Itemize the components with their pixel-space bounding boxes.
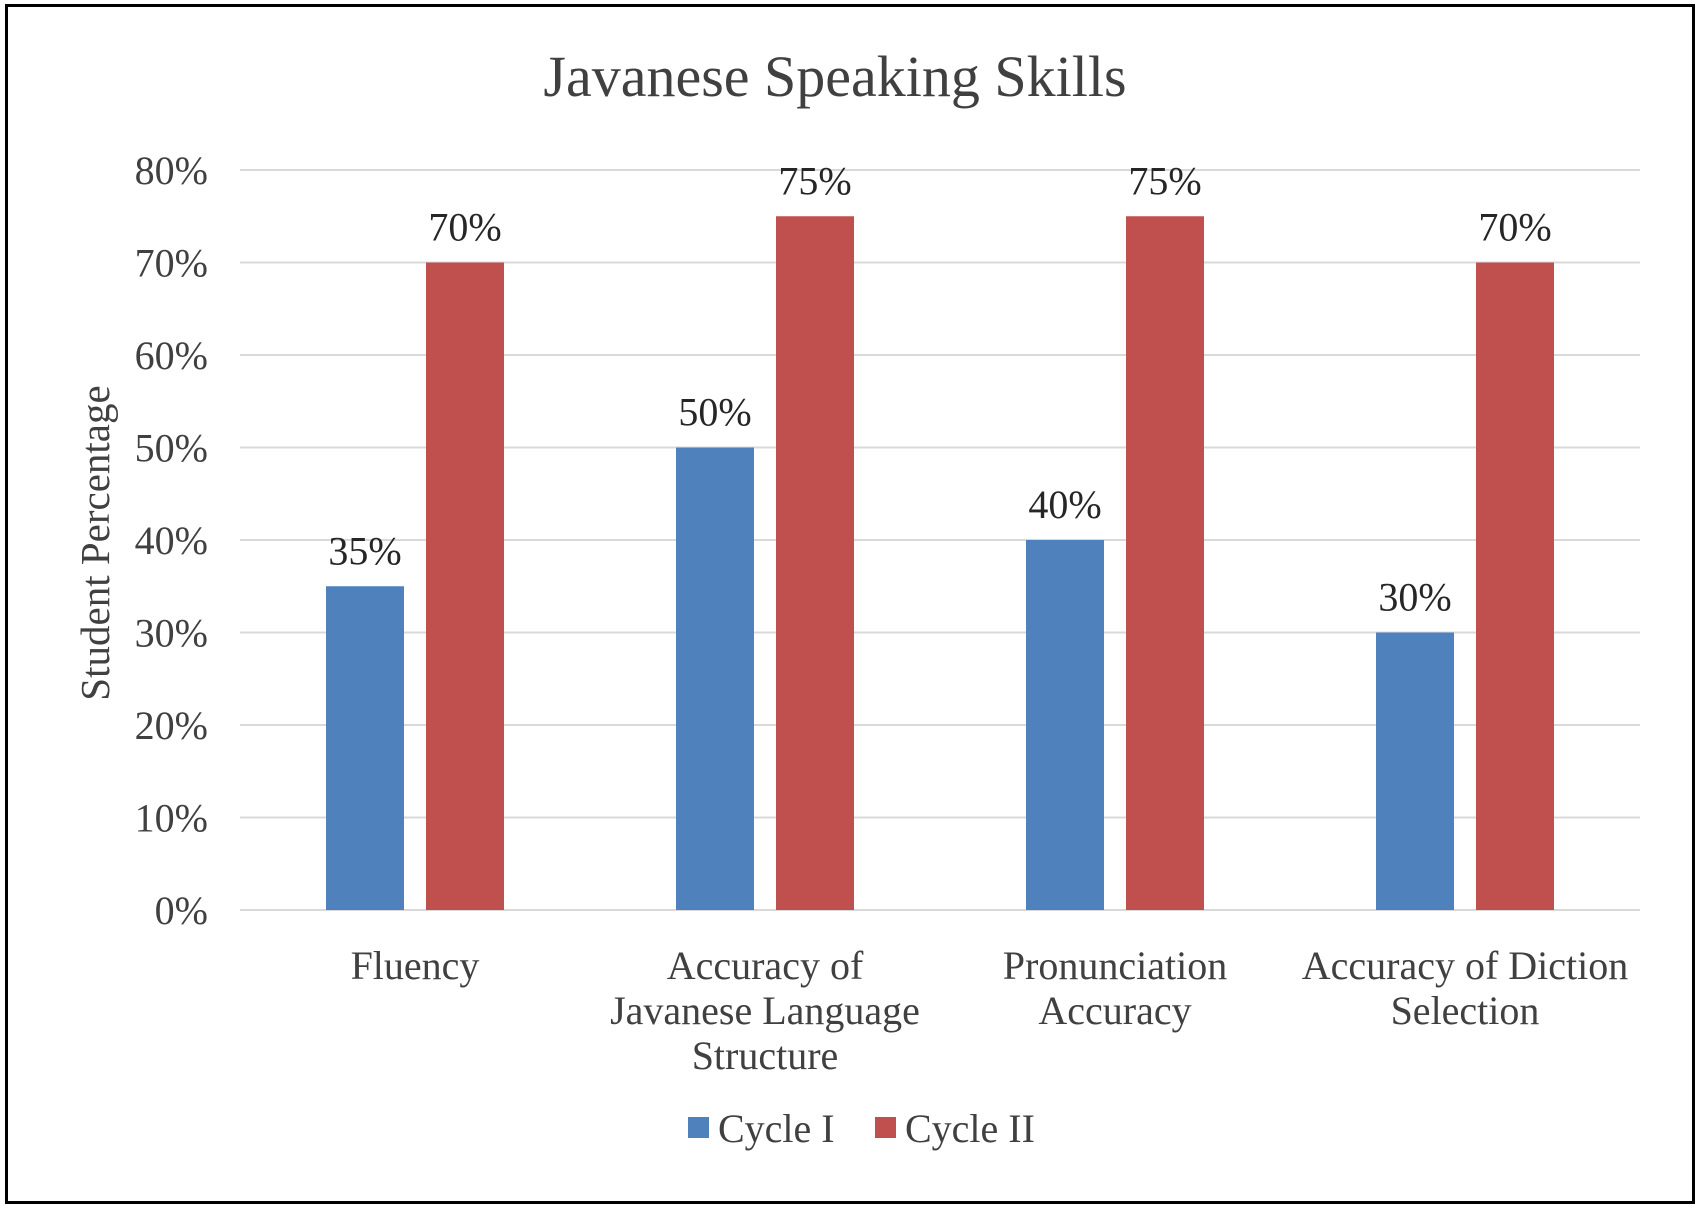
y-tick-label: 20%	[135, 703, 208, 748]
data-label: 40%	[1028, 482, 1101, 527]
x-tick-label: Accuracy of	[667, 943, 864, 988]
x-tick-label: Fluency	[351, 943, 480, 988]
x-tick-label: Javanese Language	[610, 988, 920, 1033]
bar-cycle-ii	[426, 262, 504, 910]
y-tick-label: 30%	[135, 611, 208, 656]
legend-swatch	[688, 1117, 709, 1138]
data-label: 70%	[1478, 205, 1551, 250]
data-labels: 35% 70% 50% 75% 40% 75% 30% 70%	[328, 158, 1551, 619]
legend: Cycle I Cycle II	[688, 1106, 1035, 1151]
y-tick-label: 40%	[135, 518, 208, 563]
bar-cycle-i	[1376, 632, 1454, 910]
y-axis-ticks: 0% 10% 20% 30% 40% 50% 60% 70% 80%	[135, 148, 208, 933]
data-label: 75%	[778, 158, 851, 203]
x-tick-label: Accuracy of Diction	[1302, 943, 1629, 988]
data-label: 30%	[1378, 575, 1451, 620]
y-tick-label: 10%	[135, 796, 208, 841]
bar-cycle-i	[326, 586, 404, 910]
data-label: 50%	[678, 390, 751, 435]
legend-label: Cycle I	[718, 1106, 835, 1151]
x-tick-label: Selection	[1391, 988, 1540, 1033]
y-tick-label: 70%	[135, 241, 208, 286]
data-label: 35%	[328, 528, 401, 573]
legend-swatch	[875, 1117, 896, 1138]
y-tick-label: 0%	[155, 888, 208, 933]
x-tick-label: Structure	[692, 1033, 839, 1078]
y-tick-label: 50%	[135, 426, 208, 471]
y-axis-label: Student Percentage	[72, 385, 118, 700]
y-tick-label: 60%	[135, 333, 208, 378]
bars	[326, 216, 1554, 910]
bar-cycle-ii	[1476, 262, 1554, 910]
chart-title: Javanese Speaking Skills	[543, 44, 1126, 109]
bar-cycle-ii	[1126, 216, 1204, 910]
data-label: 75%	[1128, 158, 1201, 203]
x-tick-label: Pronunciation	[1003, 943, 1227, 988]
y-tick-label: 80%	[135, 148, 208, 193]
bar-cycle-i	[1026, 540, 1104, 910]
bar-chart: Javanese Speaking Skills Student Percent…	[72, 44, 1640, 1151]
data-label: 70%	[428, 205, 501, 250]
legend-label: Cycle II	[905, 1106, 1035, 1151]
bar-cycle-i	[676, 447, 754, 910]
chart-frame: Javanese Speaking Skills Student Percent…	[5, 4, 1695, 1204]
bar-cycle-ii	[776, 216, 854, 910]
x-tick-label: Accuracy	[1038, 988, 1191, 1033]
